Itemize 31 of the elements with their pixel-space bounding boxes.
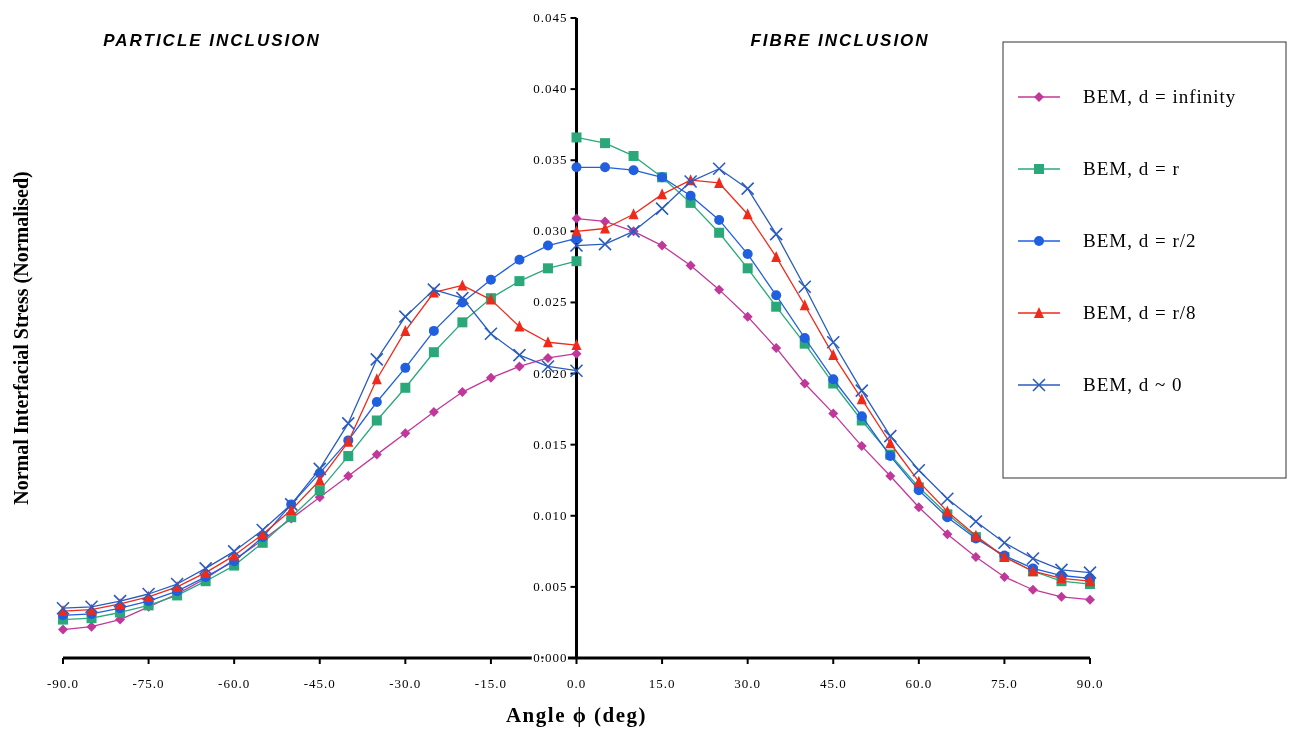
x-tick-label: -60.0 xyxy=(218,676,251,691)
x-tick-label: 60.0 xyxy=(905,676,933,691)
y-tick-label: 0.035 xyxy=(533,152,568,168)
x-tick-label: 0.0 xyxy=(566,676,587,691)
y-axis-title: Normal Interfacial Stress (Normalised) xyxy=(10,171,33,505)
x-tick-label: -75.0 xyxy=(132,676,165,691)
legend-label: BEM, d = infinity xyxy=(1083,86,1237,107)
y-tick-label: 0.015 xyxy=(533,436,568,452)
x-axis-title: Angle ϕ (deg) xyxy=(505,703,648,727)
x-tick-label: 90.0 xyxy=(1076,676,1104,691)
y-tick-label: 0.010 xyxy=(533,507,568,523)
x-tick-label: -90.0 xyxy=(46,676,80,691)
legend-label: BEM, d ~ 0 xyxy=(1083,374,1183,395)
x-tick-label: 45.0 xyxy=(819,676,847,691)
y-tick-label: 0.030 xyxy=(533,223,568,239)
x-tick-label: 15.0 xyxy=(648,676,676,691)
legend-label: BEM, d = r xyxy=(1083,158,1180,179)
x-tick-label: 30.0 xyxy=(734,676,762,691)
annotation: PARTICLE INCLUSION xyxy=(103,31,321,50)
y-tick-label: 0.020 xyxy=(533,365,568,381)
y-tick-label: 0.025 xyxy=(533,294,568,310)
annotation: FIBRE INCLUSION xyxy=(750,31,930,50)
x-tick-label: -45.0 xyxy=(303,676,336,691)
y-tick-label: 0.005 xyxy=(533,578,568,594)
x-tick-label: -15.0 xyxy=(474,676,507,691)
legend-label: BEM, d = r/8 xyxy=(1083,302,1197,323)
y-tick-label: 0.040 xyxy=(533,81,568,97)
x-tick-label: -30.0 xyxy=(389,676,422,691)
y-tick-label: 0.045 xyxy=(533,10,568,25)
legend-label: BEM, d = r/2 xyxy=(1083,230,1197,251)
x-tick-label: 75.0 xyxy=(991,676,1018,691)
